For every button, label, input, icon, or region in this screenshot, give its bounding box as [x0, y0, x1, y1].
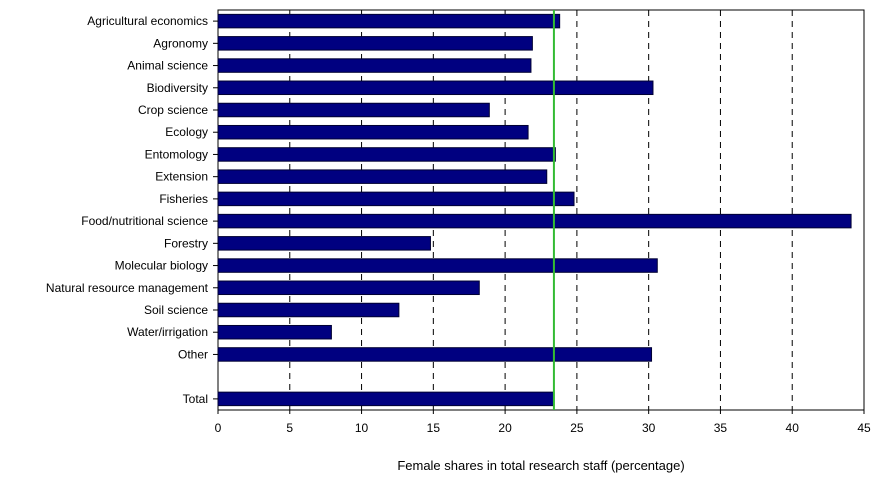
category-label-2: Agronomy: [153, 36, 208, 50]
category-label-5: Crop science: [138, 103, 208, 117]
category-label-18: Total: [183, 392, 208, 406]
bar-3: [217, 58, 532, 73]
bar-7: [217, 147, 556, 162]
x-tick-label-40: 40: [786, 421, 800, 435]
bar-16: [217, 347, 653, 362]
bar-8: [217, 169, 548, 184]
category-label-3: Animal science: [127, 59, 208, 73]
category-label-12: Molecular biology: [115, 259, 208, 273]
bar-10: [217, 213, 852, 229]
bar-4: [217, 80, 654, 96]
x-axis-title: Female shares in total research staff (p…: [397, 458, 684, 473]
category-label-15: Water/irrigation: [127, 325, 208, 339]
bar-18: [217, 391, 555, 407]
category-label-11: Forestry: [164, 236, 208, 250]
x-tick-label-45: 45: [857, 421, 871, 435]
bar-9: [217, 191, 575, 207]
grid-lines: [289, 10, 793, 410]
bar-13: [217, 280, 480, 296]
category-label-14: Soil science: [144, 303, 208, 317]
category-label-10: Food/nutritional science: [81, 214, 208, 228]
x-tick-label-35: 35: [714, 421, 728, 435]
category-label-8: Extension: [155, 170, 208, 184]
x-tick-label-15: 15: [427, 421, 441, 435]
x-tick-label-5: 5: [286, 421, 293, 435]
bar-12: [217, 258, 658, 273]
bar-6: [217, 124, 529, 140]
category-labels: Agricultural economics Agronomy Animal sci…: [46, 14, 218, 406]
bar-15: [217, 324, 332, 340]
bar-5: [217, 102, 490, 118]
bar-1: [217, 13, 561, 29]
x-tick-label-20: 20: [498, 421, 512, 435]
x-tick-label-25: 25: [570, 421, 584, 435]
x-axis-ticks: 0 5 10 15 20 25 30 35 40 45: [215, 410, 871, 435]
x-tick-label-0: 0: [215, 421, 222, 435]
category-label-1: Agricultural economics: [87, 14, 208, 28]
bars: [217, 13, 852, 407]
x-tick-label-30: 30: [642, 421, 656, 435]
category-label-16: Other: [178, 347, 208, 361]
category-label-4: Biodiversity: [147, 81, 208, 95]
category-label-13: Natural resource management: [46, 281, 209, 295]
bar-2: [217, 36, 533, 51]
category-label-7: Entomology: [145, 147, 208, 161]
bar-11: [217, 236, 431, 251]
category-label-6: Ecology: [165, 125, 208, 139]
bar-14: [217, 302, 400, 318]
category-label-9: Fisheries: [159, 192, 208, 206]
x-tick-label-10: 10: [355, 421, 369, 435]
plot-area-frame: [217, 9, 865, 411]
